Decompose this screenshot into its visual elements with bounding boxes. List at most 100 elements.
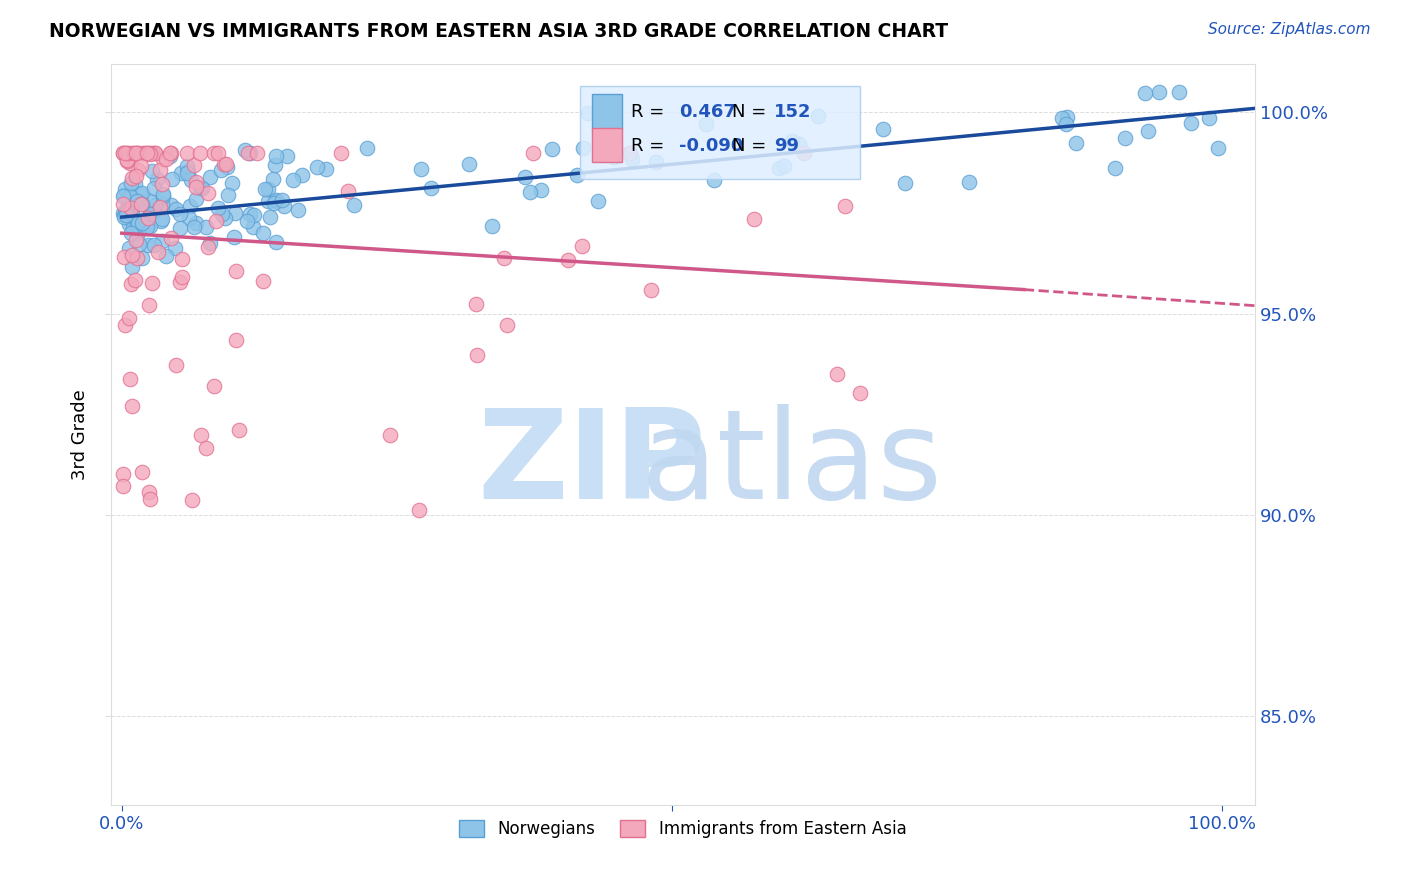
Point: [159, 148, 181, 162]
Point: [336, 184, 359, 198]
Point: [165, 202, 187, 216]
Point: [519, 185, 541, 199]
Point: [176, 145, 198, 160]
Point: [644, 155, 666, 169]
Point: [703, 173, 725, 187]
Point: [1133, 86, 1156, 100]
Point: [138, 207, 160, 221]
Point: [586, 194, 609, 209]
Point: [291, 169, 314, 183]
Point: [619, 145, 641, 160]
Point: [243, 208, 266, 222]
Point: [264, 194, 287, 208]
Point: [125, 194, 148, 208]
Point: [186, 192, 208, 206]
Point: [315, 161, 337, 176]
Point: [807, 109, 830, 123]
Point: [378, 427, 401, 442]
Point: [115, 208, 138, 222]
Text: 99: 99: [775, 136, 800, 154]
Point: [200, 170, 222, 185]
Point: [127, 215, 149, 229]
Point: [118, 188, 141, 202]
Point: [276, 148, 298, 162]
Point: [264, 194, 287, 209]
Point: [768, 161, 790, 176]
Point: [138, 484, 160, 499]
Point: [121, 399, 143, 413]
Point: [1064, 136, 1087, 151]
Point: [121, 260, 143, 274]
Point: [127, 145, 149, 160]
Text: N =: N =: [733, 136, 766, 154]
Point: [120, 277, 142, 291]
Point: [872, 121, 894, 136]
Point: [169, 207, 191, 221]
Point: [172, 252, 194, 266]
Point: [118, 241, 141, 255]
Point: [571, 239, 593, 253]
Point: [122, 220, 145, 235]
Point: [1056, 111, 1078, 125]
Point: [124, 145, 146, 160]
Point: [212, 157, 235, 171]
Point: [780, 134, 803, 148]
Text: 152: 152: [775, 103, 811, 121]
Point: [127, 193, 149, 207]
Point: [127, 251, 149, 265]
Point: [112, 210, 135, 224]
Point: [246, 145, 269, 160]
Point: [152, 152, 174, 166]
Point: [465, 297, 488, 311]
Point: [834, 199, 856, 213]
Point: [188, 145, 211, 160]
Point: [115, 153, 138, 167]
Point: [114, 182, 136, 196]
Point: [221, 176, 243, 190]
Point: [131, 159, 153, 173]
Point: [112, 206, 135, 220]
Point: [207, 201, 229, 215]
Point: [233, 143, 256, 157]
Point: [142, 238, 165, 252]
Point: [184, 180, 207, 194]
Point: [143, 145, 166, 160]
Point: [135, 145, 157, 160]
Point: [557, 252, 579, 267]
Point: [160, 145, 183, 160]
Point: [141, 276, 163, 290]
Point: [120, 226, 142, 240]
Point: [150, 197, 173, 211]
Point: [481, 219, 503, 234]
Point: [204, 214, 226, 228]
Text: 0.467: 0.467: [679, 103, 737, 121]
Point: [184, 216, 207, 230]
Point: [111, 145, 134, 160]
Point: [131, 186, 153, 200]
Point: [114, 318, 136, 333]
Point: [112, 187, 135, 202]
Point: [139, 219, 162, 233]
Point: [1052, 112, 1074, 126]
Point: [793, 145, 815, 160]
Point: [139, 491, 162, 506]
Point: [217, 160, 239, 174]
Point: [169, 220, 191, 235]
Point: [211, 207, 233, 221]
Point: [1104, 161, 1126, 175]
Point: [256, 182, 278, 196]
Point: [127, 163, 149, 178]
Point: [152, 186, 174, 201]
Text: NORWEGIAN VS IMMIGRANTS FROM EASTERN ASIA 3RD GRADE CORRELATION CHART: NORWEGIAN VS IMMIGRANTS FROM EASTERN ASI…: [49, 22, 948, 41]
Point: [165, 241, 187, 255]
Point: [125, 145, 148, 160]
Text: atlas: atlas: [641, 404, 942, 524]
Point: [239, 207, 262, 221]
Point: [118, 310, 141, 325]
Point: [742, 211, 765, 226]
Point: [111, 197, 134, 211]
Point: [125, 219, 148, 233]
Point: [787, 136, 810, 151]
Point: [530, 184, 553, 198]
Point: [155, 249, 177, 263]
